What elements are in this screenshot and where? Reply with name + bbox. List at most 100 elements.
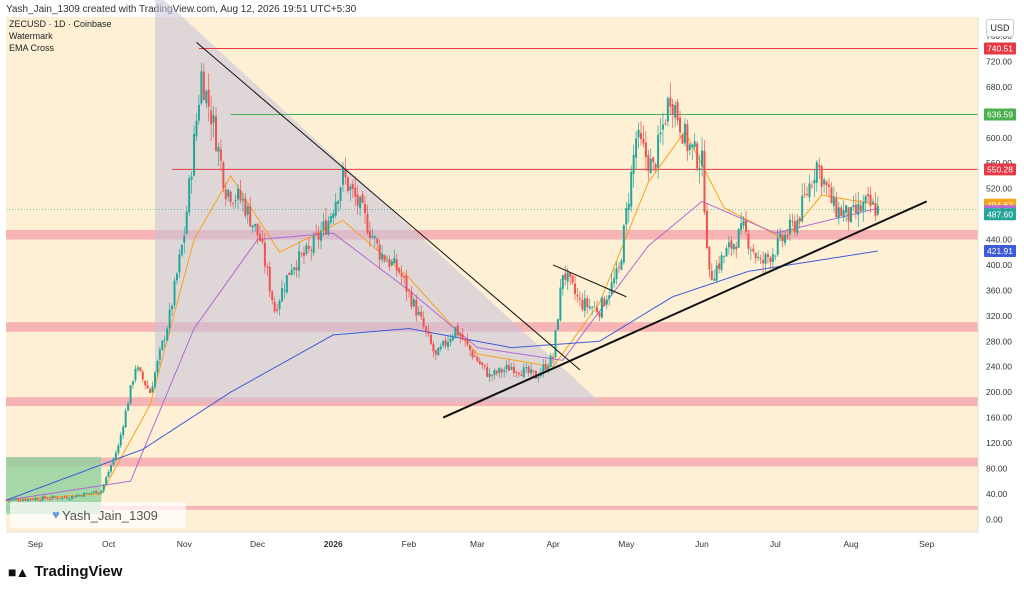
candle <box>688 142 691 156</box>
y-tick-label: 680.00 <box>986 82 1012 92</box>
candle <box>874 192 877 221</box>
candle <box>415 294 418 322</box>
candle <box>867 187 870 203</box>
candle-body <box>564 273 567 280</box>
candle <box>73 496 76 498</box>
currency-button[interactable]: USD <box>986 19 1014 37</box>
trendline-0 <box>196 42 581 371</box>
candle <box>620 258 623 271</box>
price-label-text: 550.28 <box>987 164 1013 174</box>
candle <box>835 192 838 219</box>
candle-body <box>17 499 20 501</box>
brand-name: TradingView <box>34 563 123 580</box>
candle <box>12 498 15 501</box>
candle-body <box>459 334 462 337</box>
candle-body <box>847 207 850 222</box>
candle <box>58 498 61 500</box>
candle-body <box>273 301 276 312</box>
candle-body <box>205 90 208 104</box>
candle <box>83 492 86 497</box>
candle-body <box>591 307 594 309</box>
candle-body <box>808 183 811 198</box>
candle <box>871 198 874 205</box>
candle-body <box>383 255 386 261</box>
candle-body <box>19 500 22 502</box>
candle <box>747 229 750 255</box>
candle-body <box>720 255 723 270</box>
support-zone-0 <box>6 229 978 240</box>
candle-body <box>293 267 296 271</box>
candle-body <box>334 201 337 216</box>
candle <box>559 278 562 322</box>
candle <box>48 496 51 502</box>
watermark-badge: ♥ Yash_Jain_1309 <box>10 502 186 528</box>
candle-body <box>617 267 620 268</box>
candle <box>224 182 227 207</box>
x-tick-label: Dec <box>250 539 266 549</box>
candle <box>723 255 726 264</box>
candle-body <box>58 498 61 500</box>
candle-body <box>215 116 218 152</box>
candle-body <box>666 98 669 122</box>
candle <box>215 106 218 152</box>
candle-body <box>149 388 152 393</box>
candle-body <box>718 263 721 269</box>
candle <box>815 159 818 192</box>
candle-body <box>356 194 359 206</box>
candle <box>342 161 345 192</box>
candle-body <box>764 253 767 264</box>
candle <box>19 498 22 502</box>
candle-body <box>73 496 76 498</box>
candle <box>769 256 772 270</box>
candle-body <box>315 232 318 234</box>
price-label-text: 487.60 <box>987 209 1013 219</box>
y-tick-label: 520.00 <box>986 184 1012 194</box>
candle <box>114 450 117 461</box>
candle <box>151 381 154 393</box>
candle <box>280 280 283 303</box>
y-tick-label: 240.00 <box>986 362 1012 372</box>
candle-body <box>117 445 120 453</box>
candle <box>412 296 415 308</box>
candle <box>632 144 635 188</box>
candle <box>312 231 315 257</box>
candle <box>136 365 139 373</box>
candle-body <box>407 290 410 291</box>
candle <box>393 249 396 264</box>
candle <box>112 457 115 467</box>
candle-body <box>630 171 633 207</box>
candle <box>359 195 362 217</box>
candle-body <box>781 235 784 242</box>
plot-background <box>6 17 978 532</box>
candle <box>75 493 78 498</box>
candle <box>237 184 240 209</box>
candle-body <box>400 272 403 277</box>
candle <box>183 226 186 254</box>
candle-body <box>852 205 855 208</box>
candle-body <box>361 194 364 203</box>
candle <box>491 374 493 382</box>
candle <box>239 180 242 204</box>
candle <box>285 274 288 295</box>
candle <box>830 182 833 204</box>
candle-body <box>249 206 252 227</box>
candle <box>610 273 613 297</box>
candle <box>571 274 574 285</box>
candle <box>134 365 137 383</box>
candle-body <box>871 201 874 205</box>
x-tick-label: Jun <box>695 539 709 549</box>
candle <box>117 443 120 456</box>
candle <box>127 401 130 411</box>
candle <box>161 340 164 352</box>
candle-body <box>48 498 51 500</box>
candle <box>41 495 44 502</box>
candle-body <box>476 356 479 362</box>
y-tick-label: 40.00 <box>986 489 1008 499</box>
candle <box>813 169 816 198</box>
candle <box>744 210 747 236</box>
candle <box>569 272 572 285</box>
candle-body <box>68 498 71 500</box>
candle-body <box>652 157 655 163</box>
candle-body <box>832 196 835 206</box>
